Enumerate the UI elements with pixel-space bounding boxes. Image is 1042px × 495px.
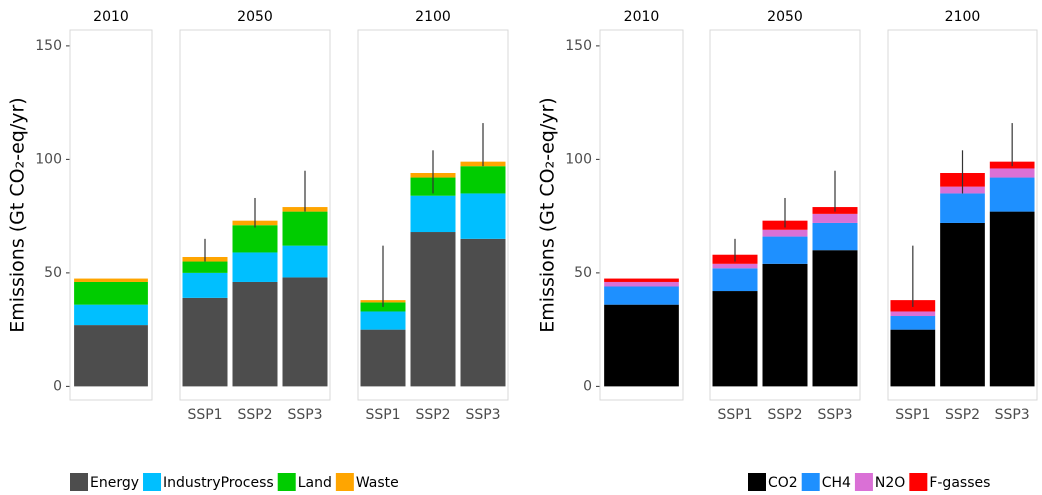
facet-title: 2100 <box>415 9 451 25</box>
legend-swatch <box>909 473 928 491</box>
y-tick-label: 0 <box>53 378 62 394</box>
legend-swatch <box>277 473 296 491</box>
legend-label: F-gasses <box>929 475 990 491</box>
facet-title: 2100 <box>945 9 981 25</box>
bar-segment <box>182 261 228 273</box>
bar-segment <box>282 211 328 246</box>
bar-segment <box>460 238 506 387</box>
y-tick-label: 0 <box>583 378 592 394</box>
bar-segment <box>74 325 148 387</box>
x-tick-label: SSP1 <box>717 407 752 423</box>
facet-title: 2050 <box>237 9 273 25</box>
legend-label: CO2 <box>768 475 798 491</box>
x-tick-label: SSP2 <box>767 407 802 423</box>
y-axis-title: Emissions (Gt CO₂-eq/yr) <box>7 97 29 332</box>
bar-segment <box>74 278 148 282</box>
x-tick-label: SSP1 <box>187 407 222 423</box>
x-tick-label: SSP3 <box>287 407 322 423</box>
bar-segment <box>890 316 936 330</box>
legend-swatch <box>748 473 766 491</box>
y-axis-title: Emissions (Gt CO₂-eq/yr) <box>537 97 559 332</box>
bar-segment <box>74 304 148 326</box>
bar-segment <box>989 168 1035 178</box>
bar-segment <box>940 222 985 387</box>
bar-segment <box>360 329 406 387</box>
bar-segment <box>989 177 1035 212</box>
bar-segment <box>940 193 985 223</box>
facet-title: 2010 <box>93 9 129 25</box>
bar-segment <box>182 297 228 387</box>
legend-label: CH4 <box>822 475 851 491</box>
y-tick-label: 150 <box>35 38 62 54</box>
bar-segment <box>812 213 858 223</box>
x-tick-label: SSP1 <box>895 407 930 423</box>
bar-segment <box>282 277 328 387</box>
legend-label: N2O <box>875 475 905 491</box>
bar-segment <box>712 268 758 292</box>
y-tick-label: 50 <box>44 265 62 281</box>
legend-label: Land <box>298 475 332 491</box>
bar-segment <box>762 229 808 237</box>
bar-segment <box>762 263 808 387</box>
facet-title: 2050 <box>767 9 803 25</box>
bar-segment <box>890 329 936 387</box>
facet-title: 2010 <box>624 9 660 25</box>
bar-segment <box>232 281 278 387</box>
bar-segment <box>410 195 456 233</box>
x-tick-label: SSP3 <box>465 407 500 423</box>
bar-segment <box>74 281 148 305</box>
legend-swatch <box>854 473 873 491</box>
y-tick-label: 100 <box>35 151 62 167</box>
legend-label: IndustryProcess <box>163 475 274 491</box>
bar-segment <box>812 250 858 387</box>
legend-swatch <box>335 473 354 491</box>
bar-segment <box>460 193 506 239</box>
bar-segment <box>712 291 758 387</box>
bar-segment <box>604 286 679 305</box>
bar-segment <box>712 263 758 269</box>
y-tick-label: 150 <box>565 38 592 54</box>
legend-swatch <box>143 473 162 491</box>
x-tick-label: SSP1 <box>365 407 400 423</box>
bar-segment <box>890 311 936 317</box>
legend-label: Energy <box>90 475 139 491</box>
bar-segment <box>604 281 679 287</box>
x-tick-label: SSP2 <box>945 407 980 423</box>
legend-swatch <box>801 473 820 491</box>
y-tick-label: 50 <box>574 265 592 281</box>
bar-segment <box>989 211 1035 387</box>
x-tick-label: SSP3 <box>995 407 1030 423</box>
x-tick-label: SSP2 <box>415 407 450 423</box>
x-tick-label: SSP2 <box>237 407 272 423</box>
bar-segment <box>282 245 328 278</box>
legend-swatch <box>70 473 88 491</box>
bar-segment <box>812 222 858 251</box>
bar-segment <box>604 278 679 282</box>
bar-segment <box>182 272 228 298</box>
legend-label: Waste <box>356 475 399 491</box>
bar-segment <box>460 166 506 194</box>
x-tick-label: SSP3 <box>817 407 852 423</box>
bar-segment <box>762 236 808 264</box>
y-tick-label: 100 <box>565 151 592 167</box>
bar-segment <box>232 252 278 282</box>
bar-segment <box>232 225 278 253</box>
bar-segment <box>604 304 679 387</box>
bar-segment <box>410 232 456 387</box>
bar-segment <box>360 311 406 330</box>
